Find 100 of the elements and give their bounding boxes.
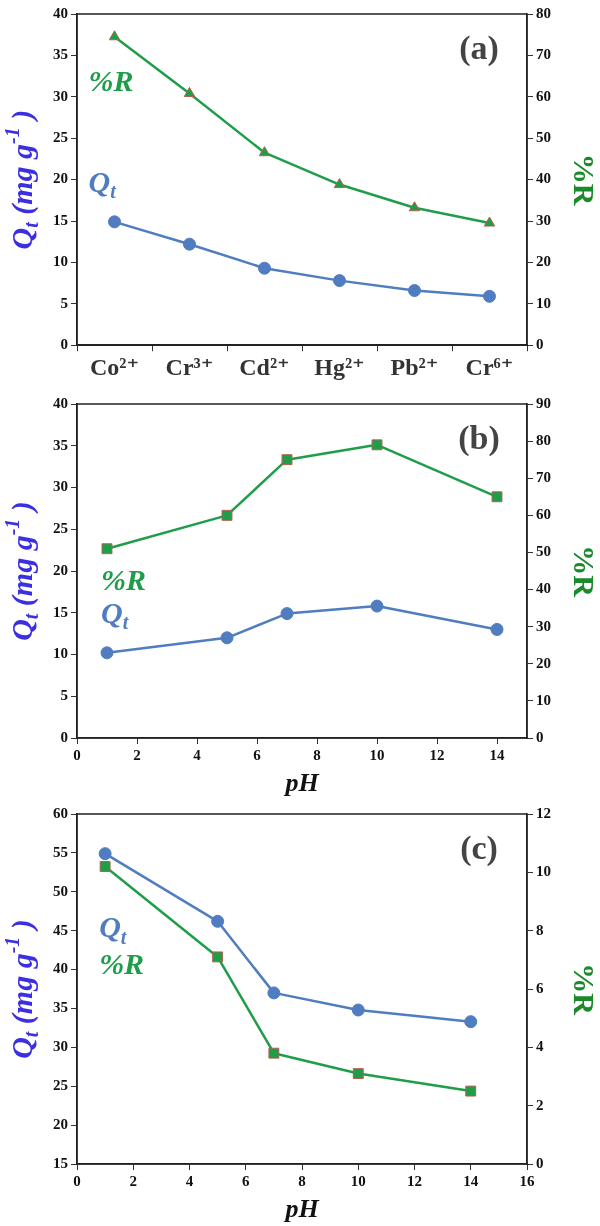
point	[464, 1015, 478, 1029]
y-tick-label: 20	[53, 170, 68, 187]
x-tick-label: 14	[489, 746, 505, 763]
x-tick-label: 4	[193, 746, 202, 763]
point	[281, 454, 293, 466]
y2-tick-label: 30	[536, 617, 551, 634]
x-tick-label: Cr⁶⁺	[465, 353, 514, 380]
y-tick-label: 60	[53, 804, 68, 821]
series-label: %R	[99, 947, 145, 981]
point	[491, 491, 503, 503]
y2-tick-label: 50	[536, 543, 551, 560]
x-tick-label: Hg²⁺	[314, 353, 365, 380]
x-tick-label: 10	[350, 1172, 366, 1189]
x-tick-label: 12	[407, 1172, 422, 1189]
x-tick-label: Co²⁺	[89, 353, 140, 380]
point	[108, 215, 121, 229]
y-tick-label: 45	[53, 921, 68, 938]
point	[483, 216, 496, 227]
point	[352, 1068, 364, 1080]
y-tick-label: 10	[53, 253, 68, 270]
y2-tick-label: 30	[536, 211, 551, 228]
y-tick-label: 55	[53, 843, 68, 860]
y2-tick-label: 70	[536, 46, 551, 63]
y-tick-label: 40	[53, 394, 68, 411]
y-tick-label: 5	[60, 687, 68, 704]
y-tick-label: 25	[53, 520, 68, 537]
point	[258, 146, 271, 157]
y-tick-label: 15	[53, 1154, 68, 1171]
x-axis-title: pH	[283, 767, 320, 797]
point	[221, 509, 233, 521]
y-tick-label: 30	[53, 478, 68, 495]
y2-axis-title: %R	[568, 153, 600, 206]
point	[333, 274, 346, 288]
x-tick-label: 6	[253, 746, 262, 763]
x-tick-label: 6	[242, 1172, 250, 1189]
y-tick-label: 40	[53, 4, 68, 21]
y2-axis-title: %R	[568, 963, 600, 1016]
y2-tick-label: 2	[536, 1096, 544, 1113]
point	[370, 599, 384, 613]
y-tick-label: 0	[60, 728, 68, 745]
annotation: (b)	[458, 418, 500, 457]
y2-tick-label: 8	[536, 921, 544, 938]
x-tick-label: 4	[185, 1172, 194, 1189]
y-axis-title: Qt (mg g-1 )	[0, 501, 43, 641]
y-tick-label: 40	[53, 960, 68, 977]
point	[108, 30, 121, 41]
y-axis-title: Qt (mg g-1 )	[0, 109, 43, 250]
point	[211, 914, 225, 928]
y2-tick-label: 40	[536, 170, 551, 187]
point	[212, 951, 224, 963]
y-tick-label: 30	[53, 1038, 68, 1055]
y2-tick-label: 50	[536, 129, 551, 146]
y2-axis-title: %R	[568, 545, 600, 598]
point	[490, 622, 504, 636]
y2-tick-label: 20	[536, 253, 551, 270]
x-tick-label: 0	[73, 1172, 81, 1189]
x-tick-label: 0	[73, 746, 81, 763]
y-tick-label: 25	[53, 129, 68, 146]
point	[280, 607, 294, 621]
y-tick-label: 15	[53, 603, 68, 620]
y2-tick-label: 20	[536, 654, 551, 671]
point	[183, 237, 196, 251]
y2-tick-label: 6	[536, 979, 544, 996]
series-label: %R	[88, 63, 134, 97]
x-tick-label: 10	[369, 746, 385, 763]
y2-tick-label: 90	[536, 394, 551, 411]
y2-tick-label: 4	[536, 1038, 544, 1055]
x-axis-title: pH	[283, 1193, 320, 1223]
x-tick-label: 12	[429, 746, 445, 763]
y-axis-title: Qt (mg g-1 )	[0, 919, 43, 1059]
y-tick-label: 0	[60, 336, 68, 353]
y2-tick-label: 60	[536, 506, 551, 523]
y2-tick-label: 10	[536, 863, 551, 880]
y-tick-label: 35	[53, 436, 68, 453]
x-tick-label: 2	[129, 1172, 137, 1189]
y2-tick-label: 10	[536, 294, 551, 311]
y-tick-label: 20	[53, 1115, 68, 1132]
x-tick-label: 16	[519, 1172, 535, 1189]
y2-tick-label: 0	[536, 1154, 544, 1171]
y2-tick-label: 80	[536, 431, 551, 448]
y2-tick-label: 70	[536, 469, 551, 486]
x-tick-label: 14	[463, 1172, 479, 1189]
point	[351, 1003, 365, 1017]
point	[483, 289, 496, 303]
y2-tick-label: 10	[536, 691, 551, 708]
y2-tick-label: 60	[536, 87, 551, 104]
point	[465, 1085, 477, 1097]
point	[408, 284, 421, 298]
y-tick-label: 20	[53, 561, 68, 578]
point	[408, 201, 421, 212]
point	[258, 261, 271, 275]
y-tick-label: 35	[53, 46, 68, 63]
point	[371, 439, 383, 451]
y2-tick-label: 12	[536, 804, 551, 821]
point	[333, 178, 346, 189]
series-label: %R	[101, 563, 146, 597]
point	[99, 861, 111, 872]
y-tick-label: 30	[53, 87, 68, 104]
x-tick-label: 8	[298, 1172, 306, 1189]
y-tick-label: 50	[53, 882, 68, 899]
